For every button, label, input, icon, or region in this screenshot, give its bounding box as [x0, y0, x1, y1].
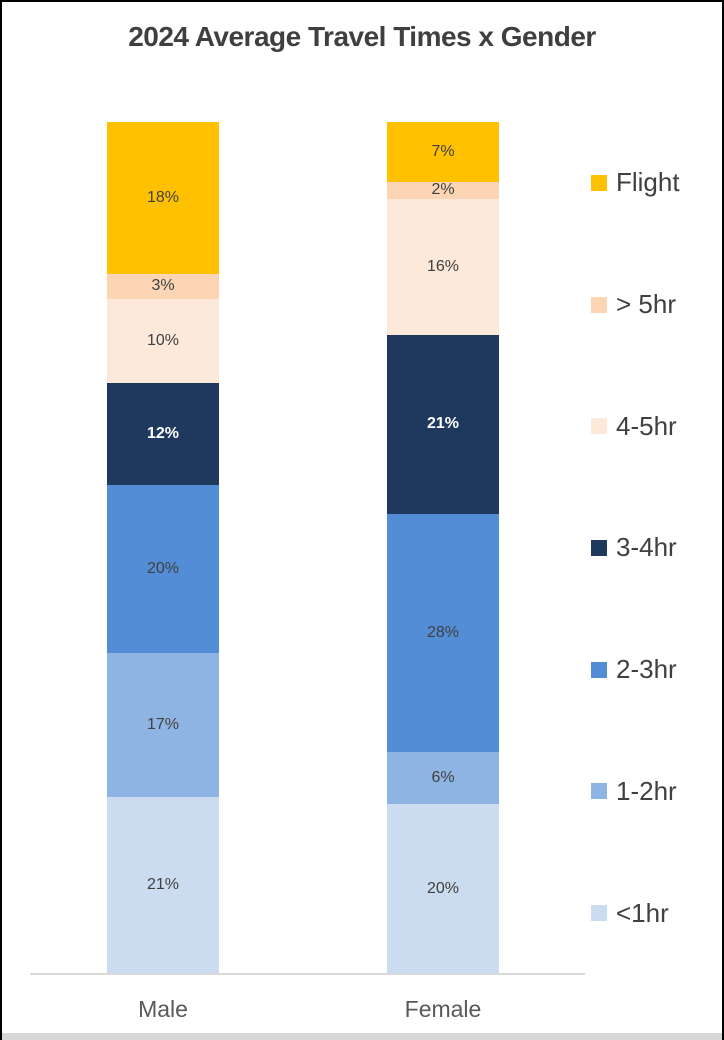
- data-label-male-flight: 18%: [146, 188, 180, 206]
- legend-item-1hr: <1hr: [591, 898, 719, 929]
- data-label-male-3-4hr: 12%: [146, 425, 180, 443]
- legend-label-4-5hr: 4-5hr: [616, 410, 677, 441]
- data-label-male-1hr: 21%: [146, 876, 180, 894]
- legend-item-2-3hr: 2-3hr: [591, 654, 719, 685]
- legend-label-2-3hr: 2-3hr: [616, 654, 677, 685]
- segment-female-1-2hr: 6%: [387, 752, 499, 804]
- legend-label-3-4hr: 3-4hr: [616, 532, 677, 563]
- legend-item-flight: Flight: [591, 167, 719, 198]
- legend: Flight > 5hr 4-5hr 3-4hr 2-3hr 1-2hr <1hr: [591, 122, 719, 974]
- data-label-female-flight: 7%: [431, 142, 455, 160]
- chart-title: 2024 Average Travel Times x Gender: [128, 21, 596, 52]
- data-label-female-1-2hr: 6%: [431, 768, 455, 786]
- segment-male-2-3hr: 20%: [107, 484, 219, 654]
- segment-female-5hr: 2%: [387, 181, 499, 199]
- legend-swatch-1-2hr: [591, 783, 607, 800]
- segment-female-2-3hr: 28%: [387, 513, 499, 753]
- segment-male-3-4hr: 12%: [107, 383, 219, 485]
- legend-swatch-2-3hr: [591, 661, 607, 678]
- category-label-male: Male: [138, 996, 188, 1022]
- category-label-female: Female: [404, 996, 482, 1022]
- data-label-male-5hr: 3%: [151, 277, 175, 295]
- legend-swatch-3-4hr: [591, 539, 607, 556]
- legend-item-4-5hr: 4-5hr: [591, 411, 719, 442]
- data-label-female-2-3hr: 28%: [426, 624, 460, 642]
- bar-female: 7% 2% 16% 21% 28% 6% 20%: [387, 122, 499, 974]
- legend-label-flight: Flight: [616, 167, 680, 198]
- legend-label-1hr: <1hr: [616, 897, 669, 928]
- legend-item-1-2hr: 1-2hr: [591, 776, 719, 807]
- data-label-male-4-5hr: 10%: [146, 332, 180, 350]
- bottom-edge-strip: [2, 1033, 722, 1040]
- bar-male: 18% 3% 10% 12% 20% 17% 21%: [107, 122, 219, 974]
- data-label-female-4-5hr: 16%: [426, 257, 460, 275]
- x-axis-line: [30, 973, 585, 975]
- segment-female-4-5hr: 16%: [387, 198, 499, 335]
- legend-item-5hr: > 5hr: [591, 289, 719, 320]
- segment-male-1-2hr: 17%: [107, 653, 219, 797]
- segment-male-5hr: 3%: [107, 273, 219, 300]
- legend-label-1-2hr: 1-2hr: [616, 775, 677, 806]
- legend-swatch-5hr: [591, 296, 607, 313]
- segment-female-1hr: 20%: [387, 803, 499, 974]
- data-label-female-1hr: 20%: [426, 879, 460, 897]
- data-label-female-5hr: 2%: [431, 181, 455, 199]
- legend-swatch-flight: [591, 174, 607, 191]
- segment-female-flight: 7%: [387, 122, 499, 182]
- segment-female-3-4hr: 21%: [387, 334, 499, 514]
- segment-male-1hr: 21%: [107, 796, 219, 974]
- data-label-male-2-3hr: 20%: [146, 560, 180, 578]
- legend-item-3-4hr: 3-4hr: [591, 532, 719, 563]
- data-label-male-1-2hr: 17%: [146, 716, 180, 734]
- legend-swatch-4-5hr: [591, 418, 607, 435]
- segment-male-flight: 18%: [107, 122, 219, 274]
- legend-label-5hr: > 5hr: [616, 289, 676, 320]
- data-label-female-3-4hr: 21%: [426, 415, 460, 433]
- legend-swatch-1hr: [591, 905, 607, 922]
- segment-male-4-5hr: 10%: [107, 299, 219, 384]
